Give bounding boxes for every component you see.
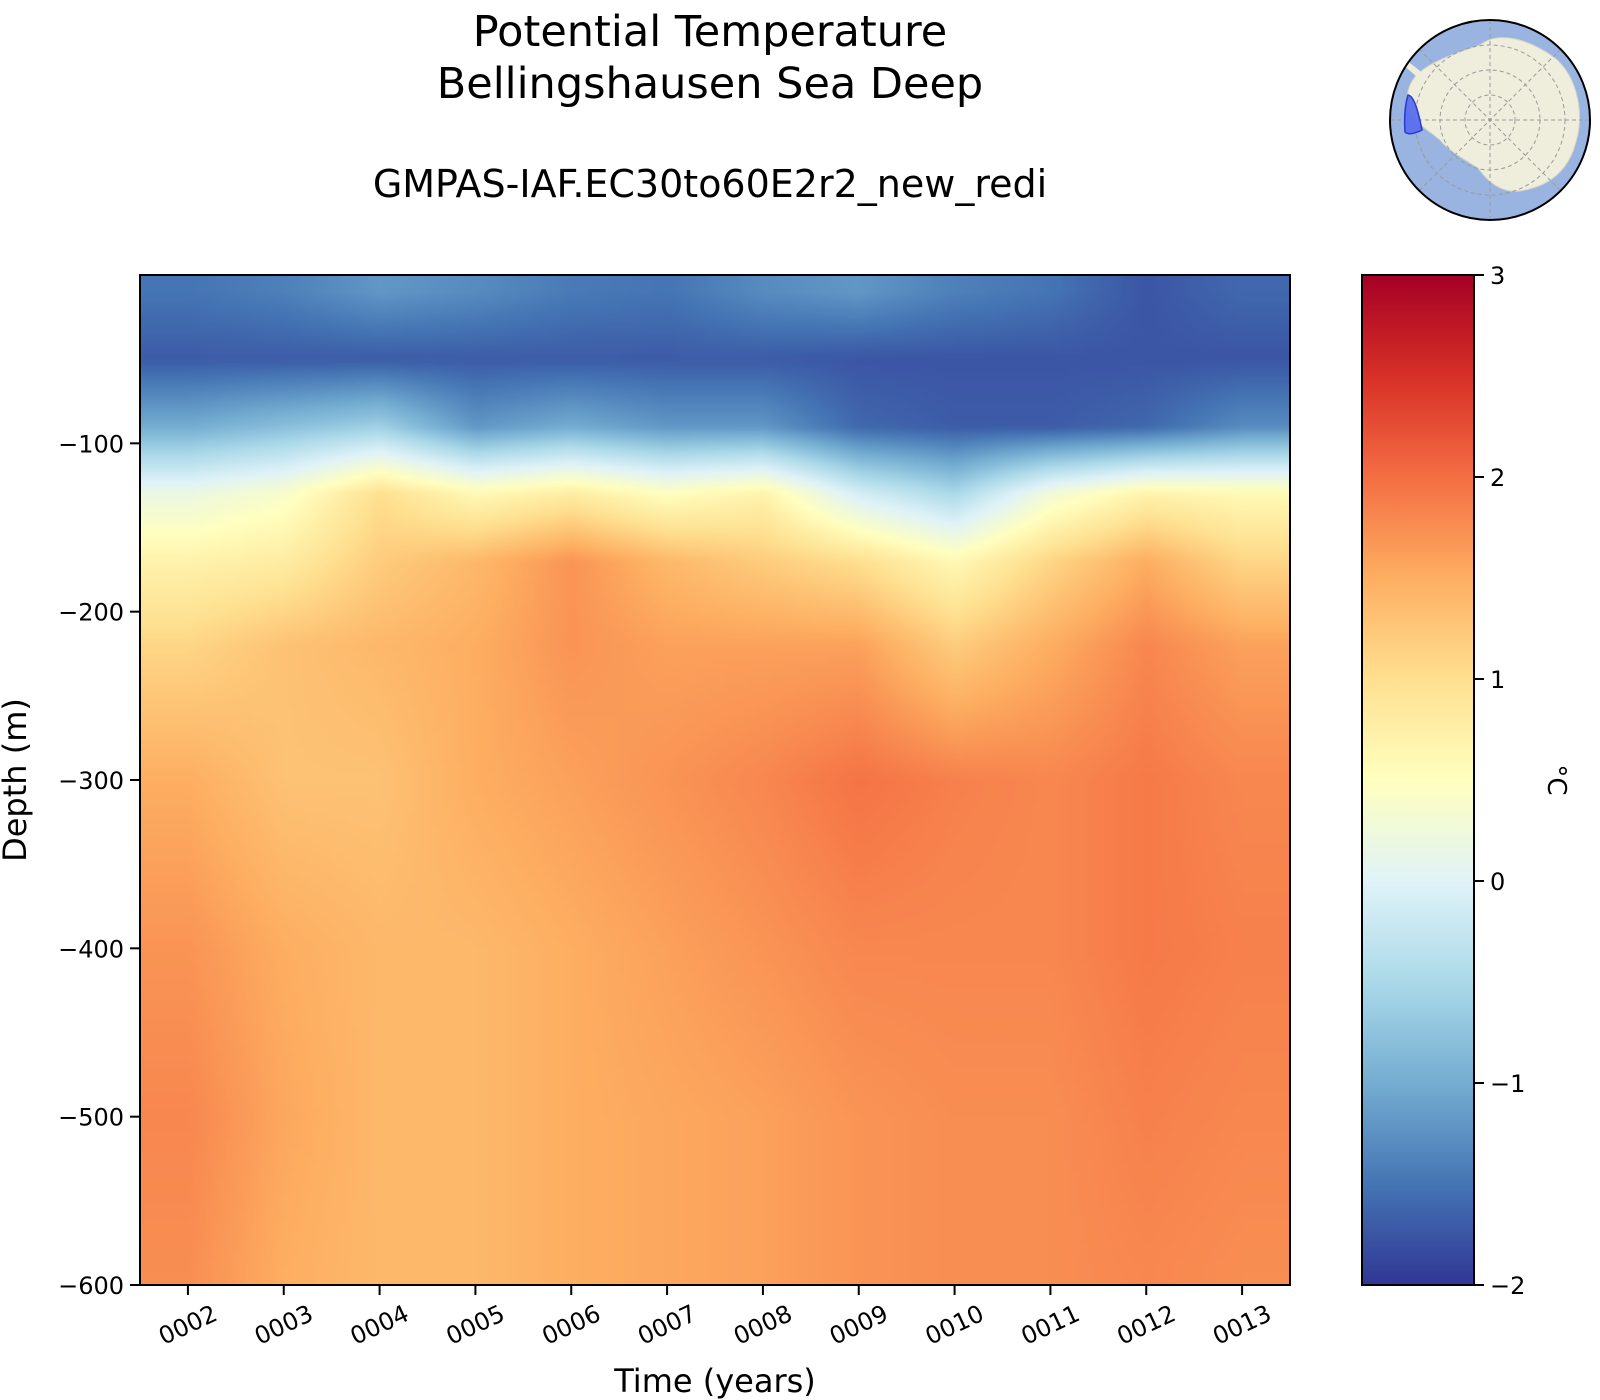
- heatmap-image: [140, 275, 1290, 1285]
- y-tick-label: −400: [58, 935, 124, 963]
- y-tick-label: −600: [58, 1272, 124, 1300]
- x-tick-label: 0008: [729, 1299, 796, 1350]
- x-tick-label: 0006: [538, 1299, 605, 1350]
- colorbar-tick-label: 0: [1490, 868, 1505, 896]
- y-tick-label: −100: [58, 430, 124, 458]
- y-axis: −100 −200 −300 −400 −500 −600: [58, 430, 140, 1300]
- colorbar-tick-label: 1: [1490, 666, 1505, 694]
- chart-title: Potential Temperature: [472, 7, 948, 57]
- run-name: GMPAS-IAF.EC30to60E2r2_new_redi: [372, 162, 1048, 206]
- colorbar-label: °C: [1541, 764, 1571, 795]
- y-axis-label: Depth (m): [0, 698, 34, 862]
- region-highlight: [1403, 94, 1423, 135]
- x-tick-label: 0005: [442, 1299, 509, 1350]
- y-tick-label: −300: [58, 767, 124, 795]
- chart-subtitle: Bellingshausen Sea Deep: [436, 59, 984, 109]
- x-tick-label: 0002: [154, 1299, 221, 1350]
- x-axis-label: Time (years): [613, 1362, 816, 1400]
- x-tick-label: 0011: [1017, 1299, 1084, 1350]
- x-axis: 0002 0003 0004 0005 0006 0007 0008 0009 0010 0011…: [154, 1285, 1276, 1351]
- colorbar-tick-label: −1: [1490, 1070, 1525, 1098]
- y-tick-label: −200: [58, 599, 124, 627]
- x-tick-label: 0004: [346, 1299, 413, 1350]
- colorbar-tick-label: −2: [1490, 1272, 1525, 1300]
- antarctica-inset-map-icon: [1389, 19, 1591, 221]
- x-tick-label: 0007: [633, 1299, 700, 1350]
- colorbar-tick-label: 3: [1490, 262, 1505, 290]
- colorbar-tick-label: 2: [1490, 464, 1505, 492]
- x-tick-label: 0010: [921, 1299, 988, 1350]
- antarctica-land-shape: [1406, 37, 1580, 192]
- colorbar-axis: 3 2 1 0 −1 −2: [1474, 262, 1525, 1300]
- x-tick-label: 0003: [250, 1299, 317, 1350]
- x-tick-label: 0012: [1113, 1299, 1180, 1350]
- y-tick-label: −500: [58, 1104, 124, 1132]
- x-tick-label: 0013: [1208, 1299, 1275, 1350]
- colorbar: [1361, 274, 1475, 1286]
- x-tick-label: 0009: [825, 1299, 892, 1350]
